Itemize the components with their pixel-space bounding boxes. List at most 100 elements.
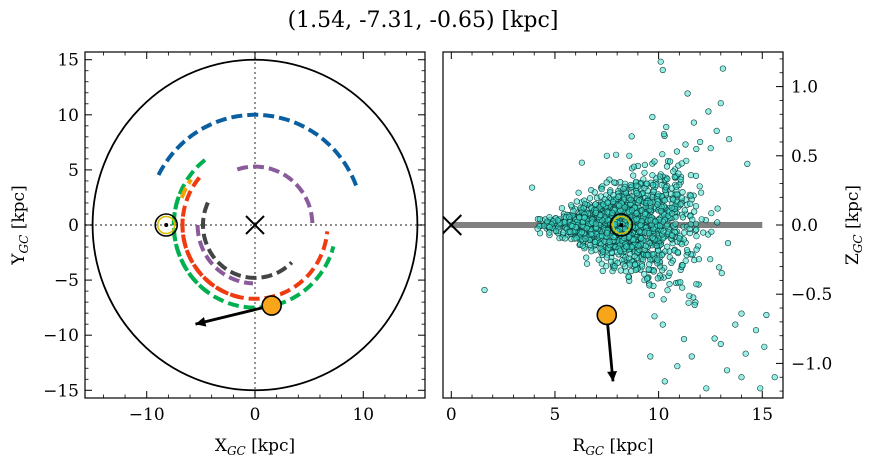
sample-point [705, 108, 712, 115]
sample-point [567, 228, 574, 235]
y-tick-label: 0 [68, 216, 79, 236]
sample-point [534, 225, 541, 232]
sample-point [609, 209, 616, 216]
sample-point [673, 191, 680, 198]
sample-point [647, 353, 654, 360]
sample-point [627, 181, 634, 189]
sun-marker-ring [156, 215, 176, 235]
sample-point [653, 242, 660, 250]
sample-point [738, 310, 745, 317]
sample-point [643, 275, 651, 282]
sample-point [761, 343, 768, 350]
sample-point [675, 170, 682, 177]
sample-point [643, 180, 650, 187]
sample-point [649, 113, 656, 121]
sample-point [627, 196, 634, 203]
sample-point [696, 183, 703, 190]
sample-point [649, 172, 656, 179]
sample-point [599, 248, 607, 255]
sample-point [654, 256, 661, 263]
sample-point [631, 253, 638, 260]
sample-point [692, 172, 700, 179]
sun-marker-dot [619, 223, 624, 227]
x-tick-label: 5 [550, 405, 561, 425]
sample-point [611, 263, 618, 270]
sample-point [693, 281, 700, 288]
sample-point [625, 234, 633, 241]
sample-point [640, 176, 647, 183]
sample-point [567, 202, 575, 209]
sample-point [708, 210, 715, 217]
sample-point [676, 235, 683, 242]
sample-point [630, 163, 638, 170]
sample-point [578, 229, 585, 236]
right-panel: 0 5 10 15 1.0 0.5 0.0 −0.5 −1.0 RGC [kpc] ZGC [k… [442, 51, 865, 458]
y-tick-label: 10 [57, 106, 79, 126]
object-marker [261, 295, 282, 316]
sample-point [592, 220, 600, 227]
sample-point [698, 216, 705, 223]
sample-point [540, 222, 548, 229]
x-tick-label: 10 [648, 405, 670, 425]
sample-point [663, 163, 671, 170]
sample-point [657, 58, 664, 65]
sample-point [719, 65, 727, 72]
sample-point [666, 281, 673, 288]
sample-point [646, 282, 653, 289]
y-tick-label: −15 [43, 381, 79, 401]
sample-point [693, 246, 700, 253]
sample-point [713, 127, 720, 134]
left-y-axis-label: YGC [kpc] [9, 185, 31, 265]
sample-point [623, 243, 630, 250]
sample-point [583, 260, 591, 267]
sample-point [599, 267, 606, 275]
sample-point [738, 374, 745, 381]
sample-point [610, 233, 617, 241]
sample-point [663, 123, 670, 131]
sample-point [611, 179, 618, 186]
spiral-arm-segment [201, 201, 294, 280]
boundary-circle [91, 58, 419, 392]
sample-point [693, 233, 700, 240]
sample-point [660, 131, 668, 138]
sample-point [661, 197, 668, 204]
sample-point [679, 262, 686, 269]
sample-point [744, 160, 751, 167]
sample-point [670, 196, 677, 203]
sample-point [717, 100, 724, 107]
sample-point [573, 198, 580, 205]
sample-point [680, 336, 688, 343]
sample-point [666, 158, 674, 165]
sample-point [603, 152, 610, 159]
x-tick-label: −10 [129, 405, 165, 425]
sample-point [575, 189, 582, 196]
sample-point [641, 169, 648, 176]
sample-point [666, 269, 673, 277]
sample-point [633, 216, 640, 223]
sample-point [580, 205, 587, 212]
sample-point [672, 220, 679, 227]
sample-point [649, 182, 657, 189]
y-tick-label: 0.0 [791, 216, 818, 236]
y-tick-label: 15 [57, 51, 79, 71]
sample-point [678, 194, 686, 202]
sample-point [633, 190, 640, 197]
sample-point [528, 184, 536, 191]
sample-point [664, 243, 671, 250]
sample-point [703, 385, 710, 392]
svg-text:YGC [kpc]: YGC [kpc] [9, 185, 31, 265]
sample-point [588, 230, 595, 238]
sample-point [566, 213, 573, 220]
sample-point [635, 197, 643, 204]
sample-point [659, 321, 666, 328]
sample-point [717, 340, 724, 348]
sample-point [642, 243, 649, 250]
x-tick-label: 0 [250, 405, 261, 425]
sample-point [723, 367, 731, 374]
sample-point [660, 296, 667, 303]
sample-point [637, 222, 644, 229]
sample-point [662, 184, 669, 191]
sample-point [660, 228, 667, 235]
sample-point [583, 254, 590, 261]
sample-point [604, 199, 611, 206]
